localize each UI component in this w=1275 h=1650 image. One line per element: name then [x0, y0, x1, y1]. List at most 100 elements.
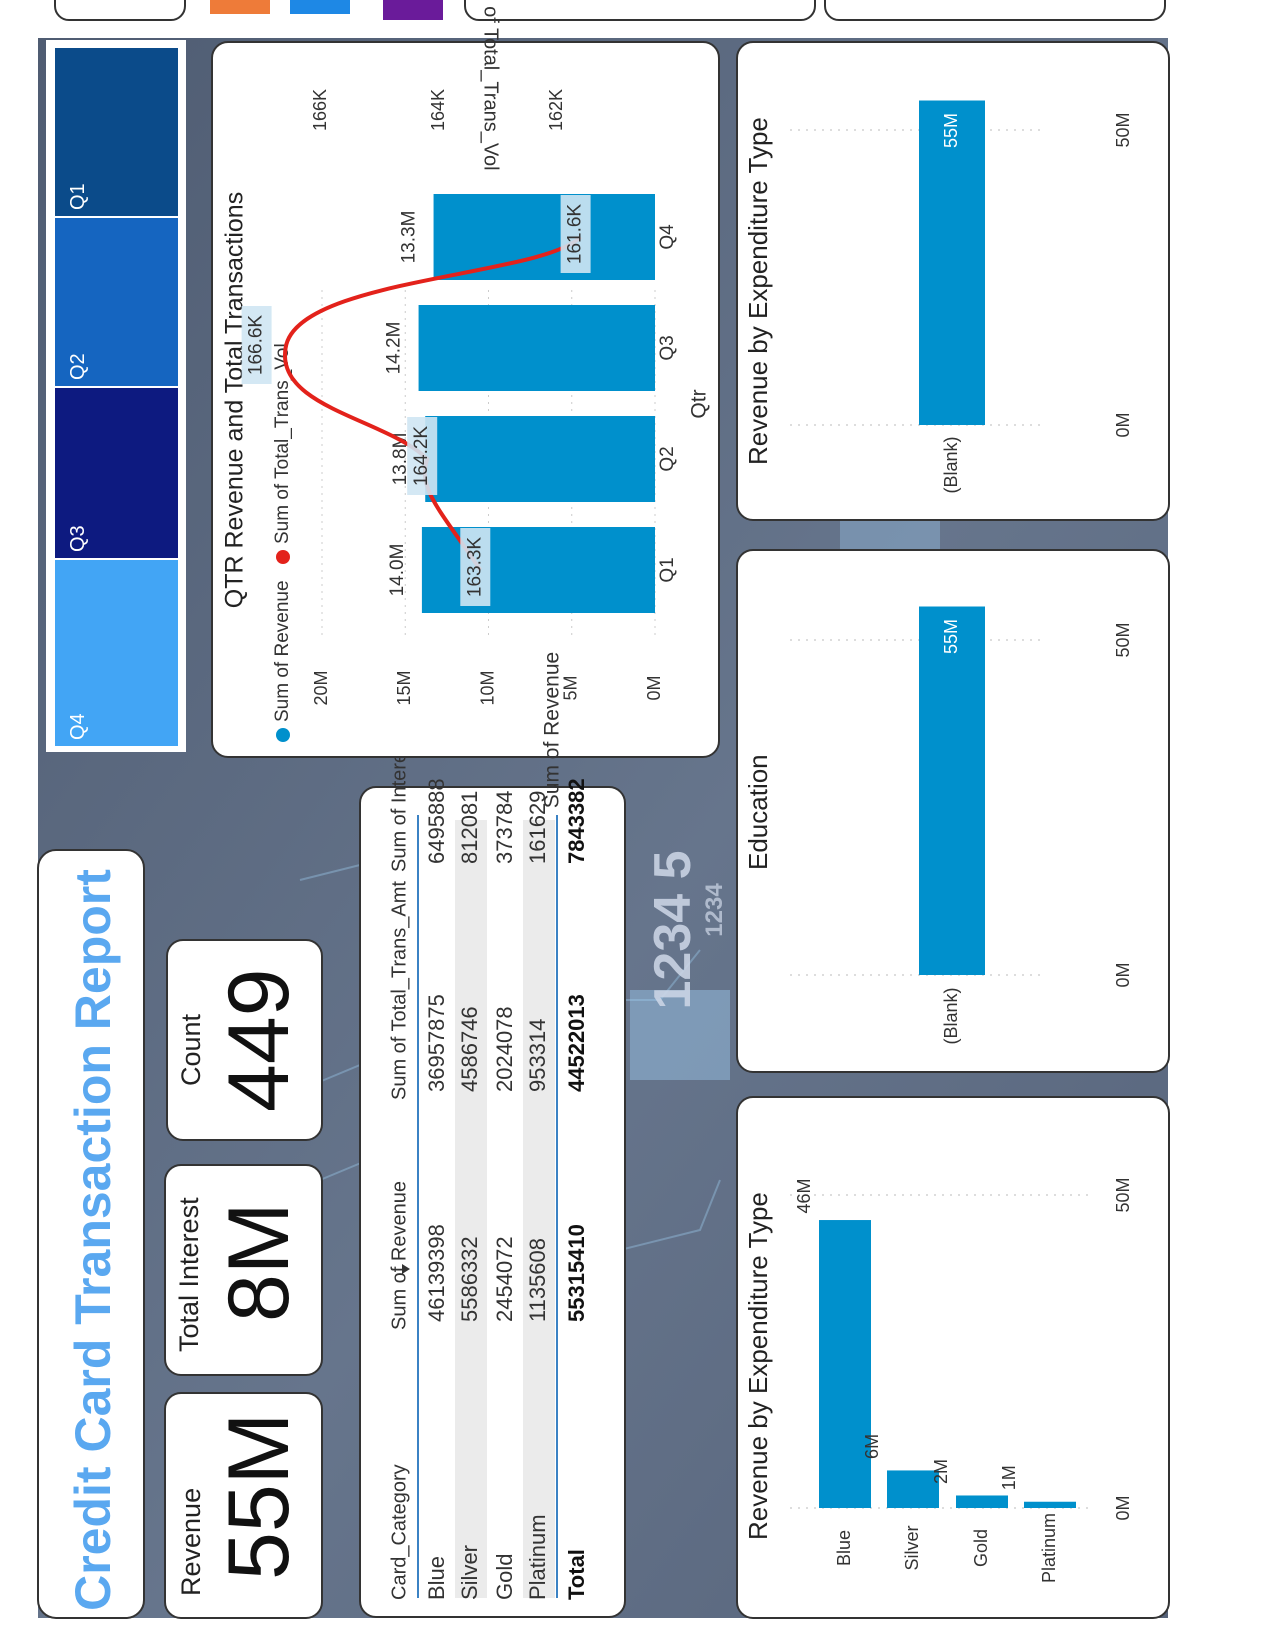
- education-chart-card: Education 0M 50M 55M (Blank): [736, 549, 1170, 1073]
- revenue-bar[interactable]: [421, 527, 655, 613]
- y-tick-label: 10M: [477, 670, 497, 705]
- bar-value-label: 6M: [862, 1434, 882, 1459]
- table-cell: 2024078: [492, 1006, 517, 1092]
- revenue-bar-label: 14.0M: [387, 544, 408, 597]
- expenditure-chart-card-left: Revenue by Expenditure Type 0M 50M 46M Blue 6…: [736, 1096, 1170, 1619]
- expenditure-bar[interactable]: [956, 1495, 1008, 1508]
- quarter-tile-q2[interactable]: [55, 218, 178, 386]
- bar-value-label: 55M: [941, 619, 961, 654]
- y2-tick-label: 164K: [428, 89, 448, 131]
- y2-axis-title: Sum of Total_Trans_Vol: [480, 0, 502, 171]
- kpi-label: Count: [176, 1013, 206, 1086]
- chart-title: Revenue by Expenditure Type: [743, 117, 773, 465]
- table-total-cell: 55315410: [564, 1224, 589, 1322]
- table-cell: 36957875: [424, 994, 449, 1092]
- category-label: Gold: [971, 1529, 991, 1567]
- y-axis-title: Sum of Revenue: [541, 652, 564, 808]
- x-tick-label: 0M: [1113, 412, 1133, 437]
- kpi-card-count: Count 449: [166, 939, 323, 1141]
- x-tick-label: 0M: [1113, 962, 1133, 987]
- x-tick-label: Q4: [657, 224, 678, 250]
- category-label: (Blank): [941, 987, 961, 1044]
- table-row-label: Blue: [424, 1556, 449, 1600]
- revenue-bar[interactable]: [418, 305, 655, 391]
- expenditure-bar[interactable]: [919, 100, 985, 426]
- card-number-watermark: 1234 5: [644, 850, 702, 1009]
- y2-tick-label: 166K: [310, 89, 330, 131]
- table-total-cell: Total: [564, 1549, 589, 1600]
- table-total-cell: 7843382: [564, 778, 589, 864]
- table-header-cell: Sum of Revenue: [388, 1181, 410, 1330]
- bar-value-label: 55M: [941, 113, 961, 148]
- kpi-card-revenue: Revenue 55M: [164, 1392, 323, 1619]
- table-cell: 5586332: [457, 1236, 482, 1322]
- bar-value-label: 1M: [999, 1465, 1019, 1490]
- revenue-bar-label: 13.3M: [399, 211, 420, 264]
- legend-label: Sum of Total_Trans_Vol: [272, 343, 293, 544]
- legend-marker-trans-vol: [276, 550, 290, 564]
- x-tick-label: 50M: [1113, 112, 1133, 147]
- report-title: Credit Card Transaction Report: [65, 869, 121, 1611]
- expenditure-bar[interactable]: [919, 606, 985, 976]
- table-cell: 4586746: [457, 1006, 482, 1092]
- expenditure-bar[interactable]: [1024, 1501, 1076, 1508]
- card-number-watermark-small: 1234: [701, 883, 728, 937]
- slicer-button-orange[interactable]: [210, 0, 270, 14]
- quarter-slicer: Q4 Q3 Q2 Q1: [46, 40, 186, 752]
- table-cell: 812081: [457, 791, 482, 864]
- y-tick-label: 20M: [311, 670, 331, 705]
- quarter-tile-q4[interactable]: [55, 560, 178, 746]
- kpi-label: Revenue: [176, 1488, 206, 1596]
- quarter-tile-label: Q2: [67, 353, 89, 380]
- revenue-bar[interactable]: [425, 416, 655, 502]
- partial-card: [464, 0, 816, 21]
- kpi-value: 55M: [211, 1413, 307, 1580]
- legend-marker-revenue: [276, 728, 290, 742]
- trans-vol-label-bg: [407, 417, 438, 495]
- table-row-label: Gold: [492, 1554, 517, 1600]
- y-tick-label: 0M: [644, 675, 664, 700]
- kpi-value: 8M: [211, 1203, 307, 1322]
- legend-label: Sum of Revenue: [272, 580, 293, 722]
- trans-vol-label-bg: [460, 528, 491, 606]
- trans-vol-label: 166.6K: [246, 315, 267, 376]
- table-cell: 373784: [492, 791, 517, 864]
- card-category-table: Card_Category Sum of Revenue Sum of Total_…: [359, 661, 626, 1618]
- revenue-bar[interactable]: [433, 194, 655, 280]
- x-tick-label: Q2: [657, 446, 678, 471]
- table-header-cell: Sum of Total_Trans_Amt: [388, 881, 410, 1100]
- table-row-label: Silver: [457, 1545, 482, 1600]
- quarter-tile-q3[interactable]: [55, 388, 178, 558]
- partial-card: [54, 0, 186, 21]
- trans-vol-label: 161.6K: [565, 204, 586, 265]
- quarter-tile-label: Q4: [67, 713, 89, 740]
- expenditure-bar[interactable]: [819, 1220, 871, 1508]
- expenditure-chart-card-right: Revenue by Expenditure Type 0M 50M 55M (Blan…: [736, 41, 1170, 521]
- slicer-button-blue[interactable]: [290, 0, 350, 14]
- bar-value-label: 46M: [794, 1179, 814, 1214]
- kpi-card-total-interest: Total Interest 8M: [164, 1164, 323, 1376]
- table-cell: 46139398: [424, 1224, 449, 1322]
- trans-vol-label-bg: [560, 195, 591, 273]
- table-cell: 161629: [525, 791, 550, 864]
- x-tick-label: 50M: [1113, 622, 1133, 657]
- table-header-cell: Card_Category: [388, 1464, 410, 1600]
- sort-indicator-icon[interactable]: [402, 1264, 410, 1274]
- y-tick-label: 5M: [561, 675, 581, 700]
- category-label: Platinum: [1039, 1513, 1059, 1583]
- expenditure-bar[interactable]: [887, 1470, 939, 1508]
- y2-tick-label: 162K: [546, 89, 566, 131]
- partial-card: [824, 0, 1166, 21]
- qtr-chart-card: QTR Revenue and Total Transactions Sum of…: [211, 0, 720, 808]
- y-tick-label: 15M: [394, 670, 414, 705]
- trans-vol-label: 163.3K: [464, 537, 485, 598]
- slicer-button-purple[interactable]: [383, 0, 443, 20]
- title-card: [37, 849, 145, 1619]
- quarter-tile-label: Q3: [67, 525, 89, 552]
- revenue-bar-label: 13.8M: [390, 433, 411, 486]
- trans-vol-label-bg: [241, 306, 272, 384]
- table-cell: 2454072: [492, 1236, 517, 1322]
- quarter-tile-q1[interactable]: [55, 48, 178, 216]
